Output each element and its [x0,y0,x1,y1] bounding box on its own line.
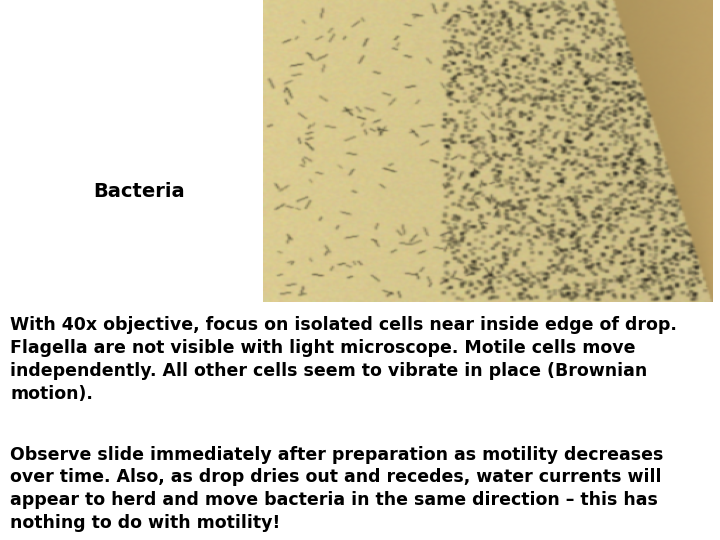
Text: With 40x objective, focus on isolated cells near inside edge of drop.
Flagella a: With 40x objective, focus on isolated ce… [10,316,677,403]
Text: Bacteria: Bacteria [94,182,185,201]
Text: Observe slide immediately after preparation as motility decreases
over time. Als: Observe slide immediately after preparat… [10,446,663,532]
